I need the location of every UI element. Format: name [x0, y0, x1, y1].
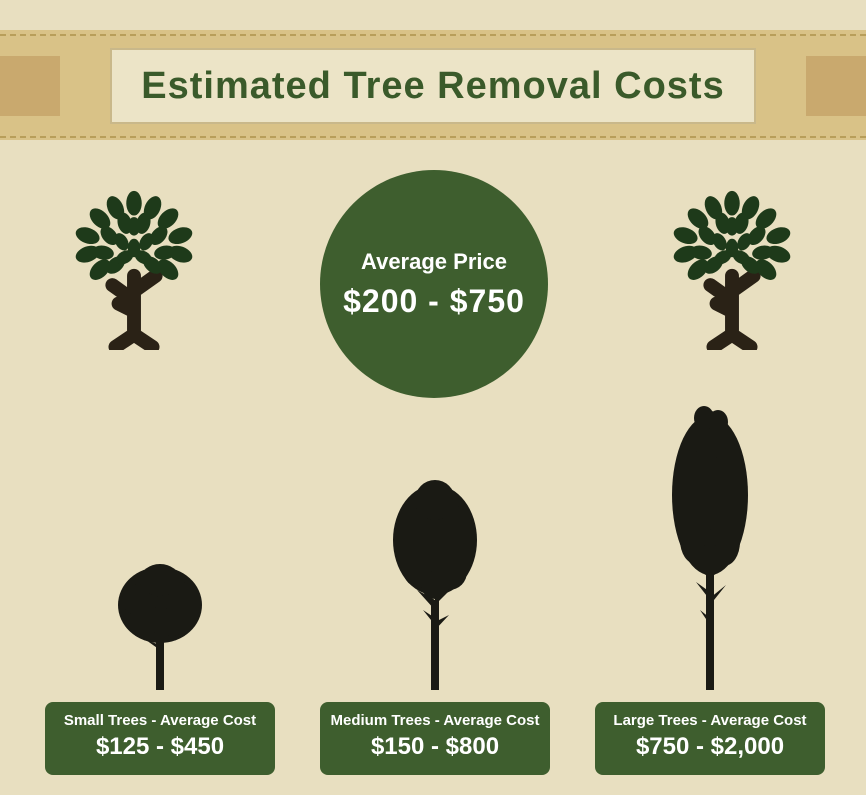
- cost-label-large-text: Large Trees - Average Cost: [603, 712, 817, 729]
- corner-box-right: [806, 56, 866, 116]
- cost-price-large: $750 - $2,000: [603, 733, 817, 761]
- decorative-tree-icon-left: [54, 180, 214, 350]
- decorative-tree-icon-right: [652, 180, 812, 350]
- category-large: Large Trees - Average Cost $750 - $2,000: [590, 390, 830, 775]
- category-medium: Medium Trees - Average Cost $150 - $800: [315, 450, 555, 775]
- tree-silhouette-medium-icon: [360, 450, 510, 690]
- page-title: Estimated Tree Removal Costs: [141, 65, 724, 108]
- cost-label-small: Small Trees - Average Cost $125 - $450: [45, 702, 275, 775]
- average-price-label: Average Price: [361, 249, 507, 275]
- tree-silhouette-small-icon: [90, 520, 230, 690]
- dashed-line-bottom: [0, 136, 866, 138]
- dashed-line-top: [0, 34, 866, 36]
- cost-label-large: Large Trees - Average Cost $750 - $2,000: [595, 702, 825, 775]
- average-price-circle: Average Price $200 - $750: [320, 170, 548, 398]
- cost-label-small-text: Small Trees - Average Cost: [53, 712, 267, 729]
- category-small: Small Trees - Average Cost $125 - $450: [40, 520, 280, 775]
- cost-price-medium: $150 - $800: [328, 733, 542, 761]
- cost-label-medium: Medium Trees - Average Cost $150 - $800: [320, 702, 550, 775]
- title-box: Estimated Tree Removal Costs: [110, 48, 756, 124]
- tree-silhouette-large-icon: [635, 390, 785, 690]
- average-price-value: $200 - $750: [343, 283, 525, 320]
- cost-label-medium-text: Medium Trees - Average Cost: [328, 712, 542, 729]
- corner-box-left: [0, 56, 60, 116]
- cost-price-small: $125 - $450: [53, 733, 267, 761]
